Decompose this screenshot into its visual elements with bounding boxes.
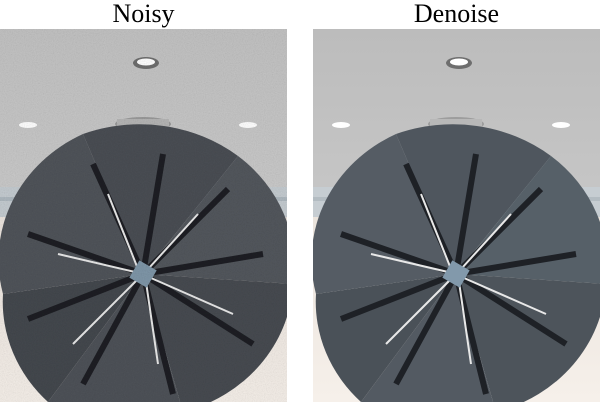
noisy-caption: Noisy bbox=[112, 0, 175, 28]
noisy-image bbox=[0, 29, 287, 402]
noisy-panel: Noisy bbox=[0, 0, 287, 402]
denoise-image bbox=[313, 29, 600, 402]
denoise-caption: Denoise bbox=[413, 0, 500, 28]
denoise-panel: Denoise bbox=[313, 0, 600, 402]
